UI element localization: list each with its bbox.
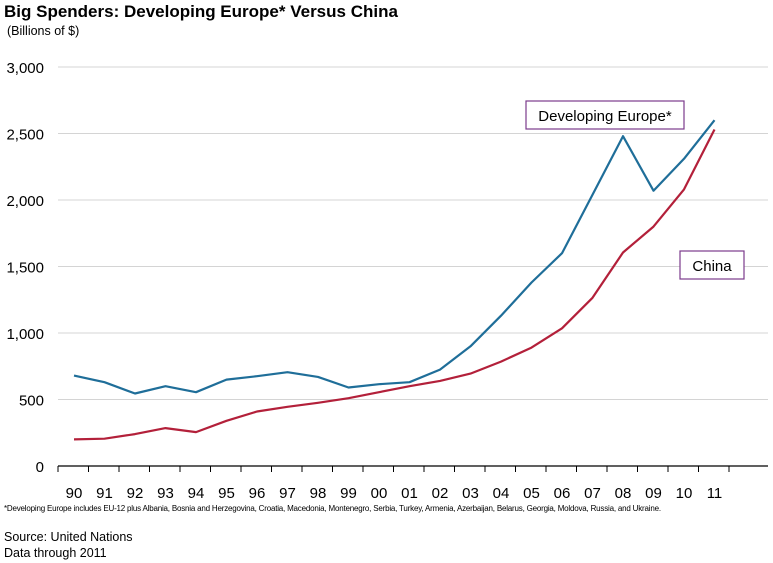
- series-lines: [73, 119, 716, 441]
- footnote: *Developing Europe includes EU-12 plus A…: [4, 504, 661, 513]
- y-tick-label: 1,000: [6, 326, 44, 343]
- y-tick-label: 500: [19, 393, 44, 410]
- x-tick-label: 04: [493, 485, 510, 500]
- x-tick-label: 91: [96, 485, 113, 500]
- x-tick-label: 11: [707, 485, 723, 500]
- x-tick-label: 94: [188, 485, 205, 500]
- x-tick-label: 10: [676, 485, 693, 500]
- y-tick-label: 2,500: [6, 127, 44, 144]
- chart-subtitle: (Billions of $): [7, 24, 80, 38]
- x-tick-label: 01: [401, 485, 418, 500]
- x-tick-label: 08: [615, 485, 632, 500]
- y-tick-label: 2,000: [6, 193, 44, 210]
- china-label-text: China: [692, 258, 732, 275]
- china-label-box: [679, 250, 745, 280]
- x-tick-label: 05: [523, 485, 540, 500]
- x-tick-label: 92: [127, 485, 144, 500]
- x-tick-label: 96: [249, 485, 266, 500]
- series-line-china: [73, 129, 716, 441]
- x-tick-label: 97: [279, 485, 296, 500]
- x-tick-label: 07: [584, 485, 601, 500]
- x-tick-label: 90: [66, 485, 83, 500]
- x-tick-label: 03: [462, 485, 479, 500]
- series-labels: Developing Europe* China: [525, 100, 745, 280]
- chart-title: Big Spenders: Developing Europe* Versus …: [4, 2, 398, 21]
- y-tick-label: 3,000: [6, 60, 44, 77]
- china-label: China: [679, 250, 745, 280]
- source-note: Source: United Nations: [4, 530, 133, 544]
- y-tick-label: 1,500: [6, 260, 44, 277]
- x-tick-label: 00: [371, 485, 388, 500]
- gridlines: [58, 66, 768, 400]
- x-tick-label: 09: [645, 485, 662, 500]
- x-tick-label: 98: [310, 485, 327, 500]
- x-axis-ticks: 90 91 92 93 94 95 96 97 98 99 00 01 02 03 04 05 06 07 08 09…: [57, 465, 768, 500]
- x-tick-label: 02: [432, 485, 449, 500]
- developing-europe-label-box: [525, 100, 685, 130]
- series-line-developing-europe: [73, 119, 716, 395]
- y-axis-tick-labels: 0 500 1,000 1,500 2,000 2,500 3,000: [6, 60, 44, 476]
- x-tick-label: 93: [157, 485, 174, 500]
- developing-europe-label-text: Developing Europe*: [538, 108, 672, 125]
- x-tick-label: 95: [218, 485, 235, 500]
- x-tick-label: 06: [554, 485, 571, 500]
- y-tick-label: 0: [36, 459, 44, 476]
- data-through-note: Data through 2011: [4, 546, 107, 560]
- developing-europe-label: Developing Europe*: [525, 100, 685, 130]
- x-tick-label: 99: [340, 485, 357, 500]
